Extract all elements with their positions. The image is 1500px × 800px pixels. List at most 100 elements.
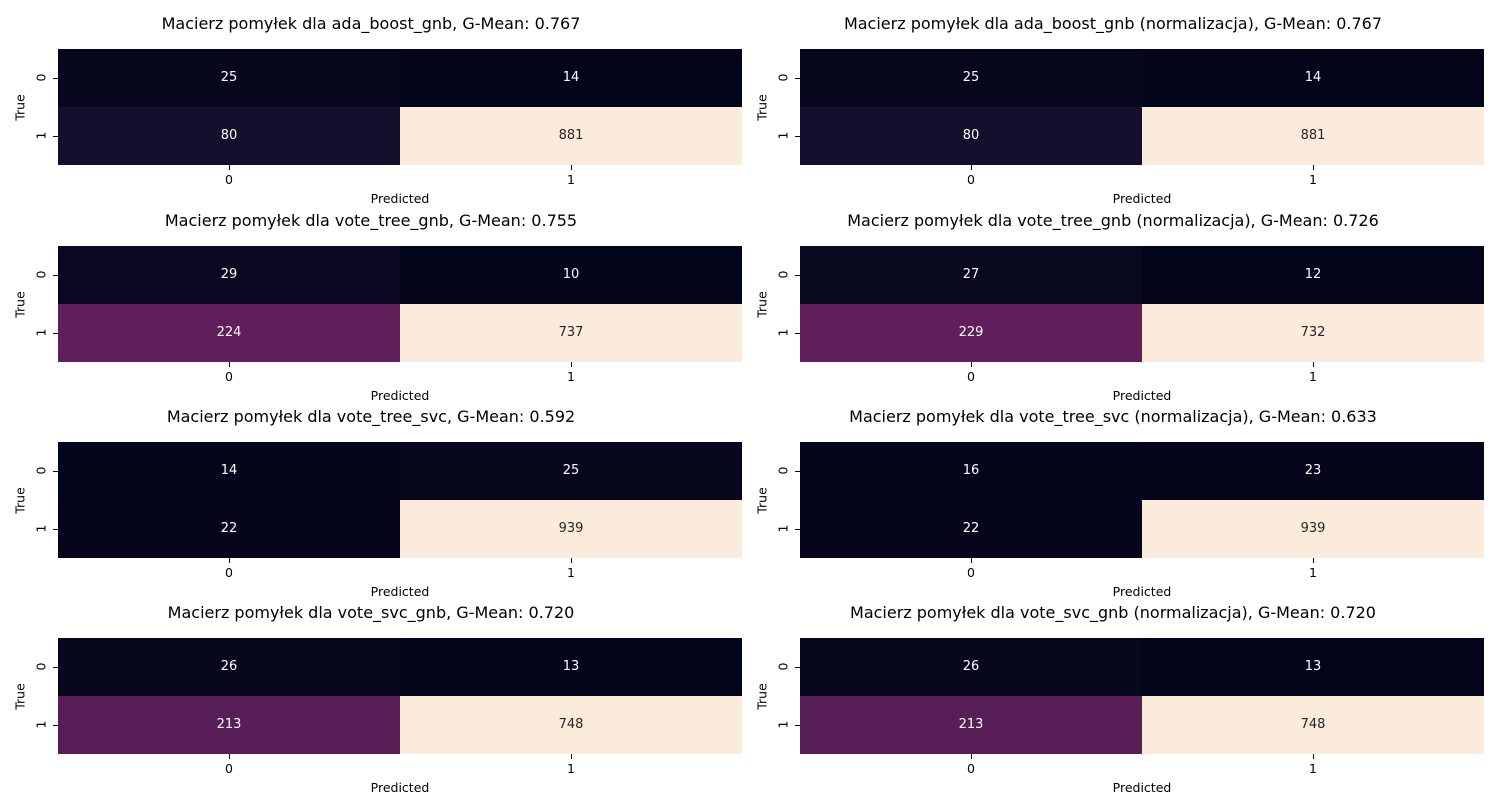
heatmap-cell: 213 [58,696,400,754]
y-tick-mark [795,529,800,530]
chart-title: Macierz pomyłek dla vote_tree_svc, G-Mea… [166,407,576,426]
y-tick-label: 0 [33,466,49,475]
confusion-matrix-panel: Macierz pomyłek dla vote_svc_gnb (normal… [742,601,1484,797]
heatmap: 26 13 213 748 [58,638,742,754]
cell-value-label: 26 [220,659,238,674]
heatmap-cell: 27 [800,246,1142,304]
cell-value-label: 23 [1304,463,1322,478]
y-tick-mark [53,471,58,472]
x-tick-label: 0 [225,172,233,187]
x-tick-mark [571,754,572,759]
confusion-matrix-panel: Macierz pomyłek dla vote_svc_gnb, G-Mean… [0,601,742,797]
cell-value-label: 12 [1304,267,1322,282]
chart-title: Macierz pomyłek dla vote_tree_gnb, G-Mea… [164,211,578,230]
cell-value-label: 737 [558,325,584,340]
x-axis-label: Predicted [370,584,430,599]
heatmap-cell: 939 [1142,500,1484,558]
heatmap-cell: 881 [400,107,742,165]
x-tick-mark [1313,558,1314,563]
x-tick-label: 1 [567,369,575,384]
cell-value-label: 14 [220,463,238,478]
cell-value-label: 22 [962,521,980,536]
x-tick-mark [229,558,230,563]
x-tick-label: 0 [225,761,233,776]
heatmap: 29 10 224 737 [58,246,742,362]
x-tick-mark [971,165,972,170]
x-tick-label: 0 [225,369,233,384]
y-tick-label: 1 [775,720,791,729]
heatmap-cell: 737 [400,304,742,362]
heatmap: 26 13 213 748 [800,638,1484,754]
cell-value-label: 10 [562,267,580,282]
y-tick-label: 0 [775,270,791,279]
x-tick-mark [229,165,230,170]
cell-value-label: 25 [962,70,980,85]
chart-title: Macierz pomyłek dla vote_svc_gnb, G-Mean… [167,603,575,622]
y-tick-label: 1 [775,524,791,533]
x-tick-mark [1313,165,1314,170]
y-tick-mark [795,667,800,668]
heatmap-cell: 14 [58,442,400,500]
cell-value-label: 22 [220,521,238,536]
x-axis-label: Predicted [1112,780,1172,795]
heatmap-cell: 748 [1142,696,1484,754]
cell-value-label: 29 [220,267,238,282]
heatmap-cell: 80 [58,107,400,165]
x-axis-label: Predicted [370,780,430,795]
heatmap-cell: 10 [400,246,742,304]
x-tick-mark [971,558,972,563]
x-tick-label: 1 [1309,565,1317,580]
heatmap-cell: 213 [800,696,1142,754]
y-tick-label: 0 [775,73,791,82]
y-tick-label: 1 [775,131,791,140]
y-tick-mark [53,333,58,334]
x-tick-label: 1 [1309,761,1317,776]
y-tick-label: 1 [33,131,49,140]
y-axis-label: True [754,487,770,514]
heatmap-cell: 16 [800,442,1142,500]
heatmap-cell: 13 [400,638,742,696]
x-tick-mark [1313,754,1314,759]
y-tick-mark [53,529,58,530]
y-tick-mark [53,667,58,668]
confusion-matrix-panel: Macierz pomyłek dla vote_tree_gnb, G-Mea… [0,209,742,405]
heatmap-cell: 23 [1142,442,1484,500]
heatmap: 25 14 80 881 [58,49,742,165]
x-axis-label: Predicted [370,191,430,206]
y-tick-label: 1 [775,328,791,337]
y-tick-label: 0 [33,662,49,671]
x-axis-label: Predicted [1112,191,1172,206]
cell-value-label: 80 [962,128,980,143]
y-axis-label: True [12,683,28,710]
x-tick-mark [229,362,230,367]
y-tick-mark [795,78,800,79]
cell-value-label: 229 [958,325,984,340]
x-tick-label: 0 [967,172,975,187]
confusion-matrix-panel: Macierz pomyłek dla vote_tree_svc, G-Mea… [0,405,742,601]
y-tick-label: 0 [775,466,791,475]
x-axis-label: Predicted [1112,388,1172,403]
heatmap-cell: 80 [800,107,1142,165]
cell-value-label: 224 [216,325,242,340]
cell-value-label: 748 [1300,717,1326,732]
chart-title: Macierz pomyłek dla vote_tree_svc (norma… [849,407,1377,426]
x-tick-label: 0 [967,761,975,776]
cell-value-label: 881 [1300,128,1326,143]
x-tick-mark [971,362,972,367]
cell-value-label: 732 [1300,325,1326,340]
cell-value-label: 16 [962,463,980,478]
y-tick-mark [795,333,800,334]
chart-title: Macierz pomyłek dla vote_svc_gnb (normal… [850,603,1376,622]
y-axis-label: True [754,683,770,710]
x-tick-mark [571,362,572,367]
x-tick-mark [229,754,230,759]
heatmap-cell: 25 [800,49,1142,107]
y-tick-mark [795,725,800,726]
cell-value-label: 14 [1304,70,1322,85]
heatmap-cell: 14 [1142,49,1484,107]
cell-value-label: 939 [558,521,584,536]
heatmap-cell: 25 [58,49,400,107]
y-axis-label: True [12,94,28,121]
heatmap-cell: 22 [58,500,400,558]
cell-value-label: 213 [958,717,984,732]
